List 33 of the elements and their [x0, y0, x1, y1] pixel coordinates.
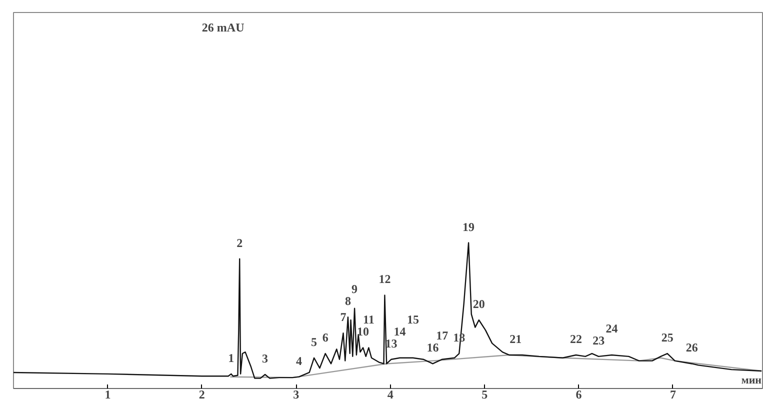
- annotation: 6: [322, 330, 328, 345]
- annotation: 21: [510, 332, 522, 346]
- text: 26 mAU: [202, 20, 245, 34]
- annotation: 15: [406, 312, 419, 326]
- annotation: 24: [606, 321, 618, 336]
- x-tick-label: 1: [104, 388, 111, 402]
- annotation: 16: [426, 340, 439, 355]
- annotation: 2: [236, 236, 243, 250]
- annotation: 7: [340, 310, 346, 324]
- x-tick-label: 4: [387, 388, 394, 402]
- annotation: 11: [363, 312, 374, 327]
- annotation: 4: [296, 354, 302, 368]
- annotation: 9: [352, 282, 358, 296]
- annotation: 8: [344, 294, 351, 308]
- annotation: 25: [661, 330, 674, 345]
- annotation: 14: [394, 324, 406, 338]
- annotation: 3: [262, 352, 268, 366]
- x-tick-label: 2: [198, 388, 205, 402]
- annotation: 26: [686, 340, 698, 355]
- annotation: 23: [592, 333, 605, 348]
- x-tick-label: 7: [670, 388, 676, 402]
- x-tick-label: 5: [482, 388, 488, 402]
- annotation: 10: [357, 324, 370, 339]
- annotation: 12: [378, 272, 391, 286]
- annotation: 20: [472, 297, 485, 312]
- annotation: 1: [228, 350, 234, 365]
- annotation: 22: [570, 332, 582, 346]
- x-tick-label: 6: [576, 388, 582, 402]
- annotation: 5: [311, 334, 318, 349]
- x-axis-title: мин: [741, 374, 762, 386]
- annotation: 19: [462, 220, 475, 234]
- annotation: 17: [436, 328, 448, 343]
- x-tick-label: 3: [293, 388, 300, 402]
